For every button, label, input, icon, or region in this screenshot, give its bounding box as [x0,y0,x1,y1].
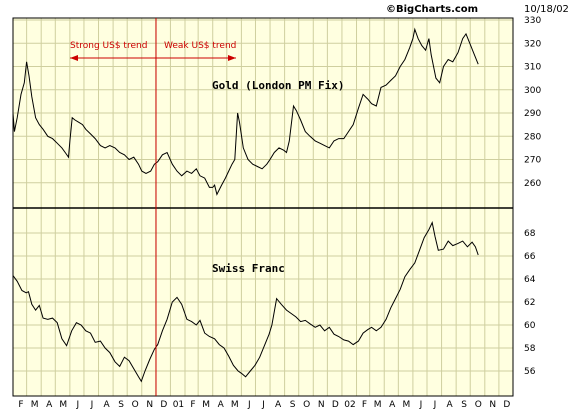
x-tick-label: A [389,400,396,410]
y-tick-label: 62 [524,298,535,308]
x-tick-label: J [419,400,423,410]
swiss-franc-line [12,221,479,383]
y-tick-label: 66 [524,252,536,262]
x-tick-label: N [318,400,325,410]
arrowhead-left [70,55,78,61]
x-tick-label: M [31,400,39,410]
gold-series-label: Gold (London PM Fix) [212,79,344,92]
x-tick-label: A [218,400,225,410]
x-tick-label: M [202,400,210,410]
y-tick-label: 58 [524,344,536,354]
x-tick-label: D [160,400,167,410]
x-tick-label: 01 [173,400,184,410]
plot-frame [12,17,514,397]
x-tick-label: J [261,400,265,410]
x-tick-label: D [332,400,339,410]
y-tick-label: 68 [524,229,536,239]
x-tick-label: F [362,400,367,410]
watermark: ©BigCharts.com [386,4,478,15]
y-tick-label: 270 [524,156,541,166]
x-tick-label: F [190,400,195,410]
gold-price-line [12,27,479,196]
x-tick-label: M [59,400,67,410]
strong-trend-label: Strong US$ trend [70,41,147,51]
x-tick-label: O [303,400,310,410]
y-tick-label: 64 [524,275,536,285]
y-tick-label: 310 [524,63,541,73]
x-tick-label: S [290,400,296,410]
y-tick-label: 300 [524,86,541,96]
x-tick-label: A [275,400,282,410]
y-tick-label: 330 [524,16,541,26]
x-tick-label: M [402,400,410,410]
y-tick-label: 60 [524,321,536,331]
x-tick-label: A [46,400,53,410]
x-tick-label: S [118,400,124,410]
x-tick-label: O [475,400,482,410]
x-tick-label: A [103,400,110,410]
arrowhead-right [228,55,236,61]
y-tick-label: 280 [524,132,541,142]
series-lines [12,17,514,397]
x-tick-label: M [231,400,239,410]
x-tick-label: N [489,400,496,410]
y-tick-label: 260 [524,179,541,189]
y-axis-labels: 260 270 280 290 300 310 320 330 56 58 60 62 64 66 68 [524,16,541,377]
x-tick-label: D [503,400,510,410]
x-axis-labels: F M A M J J A S O N D 01 F M A M J J A S O N D 02 F M A M J J A S O N D [18,400,510,410]
x-tick-label: 02 [344,400,355,410]
date-label: 10/18/02 [524,4,569,15]
x-tick-label: J [247,400,251,410]
y-tick-label: 56 [524,367,536,377]
x-tick-label: M [374,400,382,410]
x-tick-label: A [446,400,453,410]
x-tick-label: N [146,400,153,410]
weak-trend-label: Weak US$ trend [164,41,236,51]
x-tick-label: O [132,400,139,410]
x-tick-label: F [18,400,23,410]
y-tick-label: 290 [524,109,541,119]
grid [13,18,513,396]
franc-series-label: Swiss Franc [212,262,285,275]
x-tick-label: J [76,400,80,410]
x-tick-label: S [461,400,467,410]
y-tick-label: 320 [524,39,541,49]
x-tick-label: J [433,400,437,410]
x-tick-label: J [90,400,94,410]
